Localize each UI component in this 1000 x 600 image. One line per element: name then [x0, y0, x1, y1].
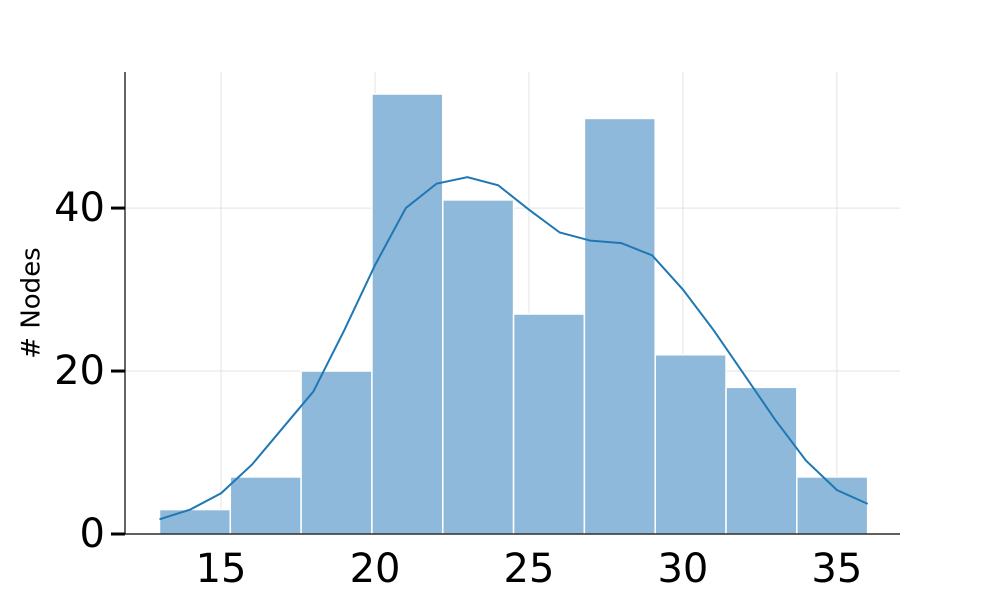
bar [583, 117, 656, 535]
y-tick-label: 0 [80, 511, 105, 557]
bar [442, 199, 515, 535]
bar [229, 476, 302, 535]
y-tick-label: 20 [54, 348, 105, 394]
y-axis-label: # Nodes [17, 247, 47, 358]
bar [725, 386, 798, 535]
bar [158, 508, 232, 535]
x-tick-label: 35 [811, 546, 862, 592]
x-tick-label: 25 [504, 546, 555, 592]
bar [300, 370, 373, 535]
bar [371, 93, 444, 535]
x-tick-label: 20 [350, 546, 401, 592]
bar [512, 313, 586, 535]
x-tick-label: 15 [196, 546, 247, 592]
y-tick-label: 40 [54, 185, 105, 231]
kde-line [159, 176, 869, 521]
bar [654, 353, 727, 535]
x-tick-label: 30 [657, 546, 708, 592]
